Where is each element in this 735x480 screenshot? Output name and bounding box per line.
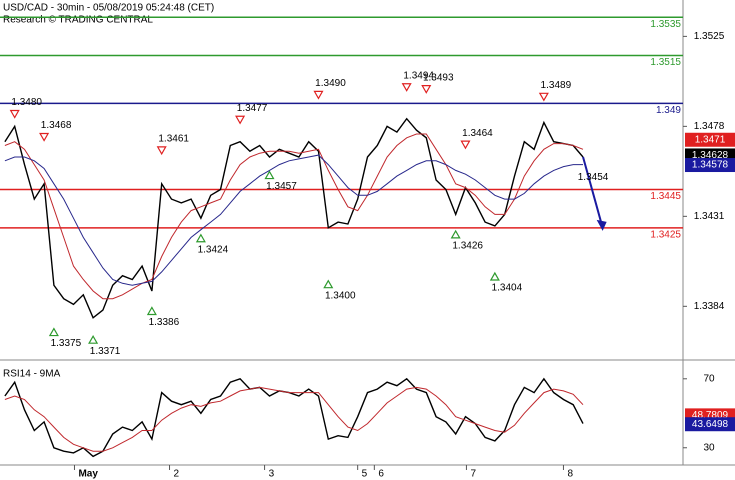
high-label: 1.3494: [403, 70, 434, 81]
rsi-title: RSI14 - 9MA: [3, 369, 61, 380]
high-marker: [313, 90, 324, 100]
high-marker: [39, 132, 50, 142]
low-label: 1.3457: [266, 181, 297, 192]
level-label: 1.349: [656, 105, 681, 116]
chart-title: USD/CAD - 30min - 05/08/2019 05:24:48 (C…: [3, 3, 214, 14]
x-tick-label: 8: [567, 469, 573, 480]
target-arrow: [582, 156, 604, 229]
price-box-label: 1.34578: [692, 160, 729, 171]
high-label: 1.3461: [158, 134, 189, 145]
series-line: [4, 154, 583, 286]
y-tick-label: 70: [703, 373, 715, 384]
low-marker: [48, 327, 59, 337]
low-label: 1.3426: [452, 241, 483, 252]
high-marker: [538, 92, 549, 102]
high-label: 1.3464: [462, 128, 493, 139]
price-box: [685, 158, 735, 173]
x-tick-label: 7: [470, 469, 476, 480]
high-marker: [9, 109, 20, 119]
series-line: [4, 133, 584, 300]
low-label: 1.3400: [325, 290, 356, 301]
price-box: [685, 132, 735, 147]
low-label: 1.3424: [198, 244, 229, 255]
high-label: 1.3489: [541, 80, 572, 91]
y-tick-label: 1.3431: [694, 211, 725, 222]
low-marker: [323, 279, 334, 289]
y-tick-label: 1.3384: [694, 301, 725, 312]
price-box-label: 1.34628: [692, 150, 729, 161]
low-label: 1.3404: [492, 283, 523, 294]
series-line: [4, 377, 584, 458]
high-marker: [460, 140, 471, 150]
low-marker: [146, 306, 157, 316]
chart-subtitle: Research © TRADING CENTRAL: [3, 15, 153, 26]
high-label: 1.3493: [423, 72, 454, 83]
target-label: 1.3454: [578, 172, 609, 183]
price-box-label: 43.6498: [692, 419, 729, 430]
level-label: 1.3515: [650, 57, 681, 68]
x-tick-label: 2: [174, 469, 180, 480]
target-arrowhead: [596, 219, 607, 231]
x-tick-label: 3: [269, 469, 275, 480]
low-marker: [88, 334, 99, 344]
price-box: [685, 417, 735, 432]
high-marker: [156, 146, 167, 156]
high-marker: [421, 85, 432, 94]
y-tick-label: 1.3525: [694, 31, 725, 42]
level-label: 1.3425: [650, 229, 681, 240]
level-label: 1.3535: [650, 19, 681, 30]
series-line: [4, 117, 584, 319]
level-label: 1.3445: [650, 191, 681, 202]
series-line: [4, 386, 584, 452]
low-marker: [264, 170, 275, 180]
high-label: 1.3468: [41, 120, 72, 131]
low-marker: [195, 233, 206, 243]
price-box-label: 48.7809: [692, 410, 729, 421]
low-marker: [489, 271, 500, 281]
high-label: 1.3477: [237, 103, 268, 114]
high-marker: [401, 83, 412, 92]
price-box-label: 1.3471: [695, 134, 726, 145]
x-tick-label: May: [78, 469, 98, 480]
y-tick-label: 30: [703, 442, 715, 453]
low-label: 1.3371: [90, 346, 121, 357]
x-tick-label: 6: [378, 469, 384, 480]
high-marker: [235, 115, 246, 125]
high-label: 1.3480: [11, 97, 42, 108]
low-marker: [450, 229, 461, 239]
low-label: 1.3375: [51, 338, 82, 349]
y-tick-label: 1.3478: [694, 121, 725, 132]
high-label: 1.3490: [315, 78, 346, 89]
x-tick-label: 5: [362, 469, 368, 480]
low-label: 1.3386: [149, 317, 180, 328]
